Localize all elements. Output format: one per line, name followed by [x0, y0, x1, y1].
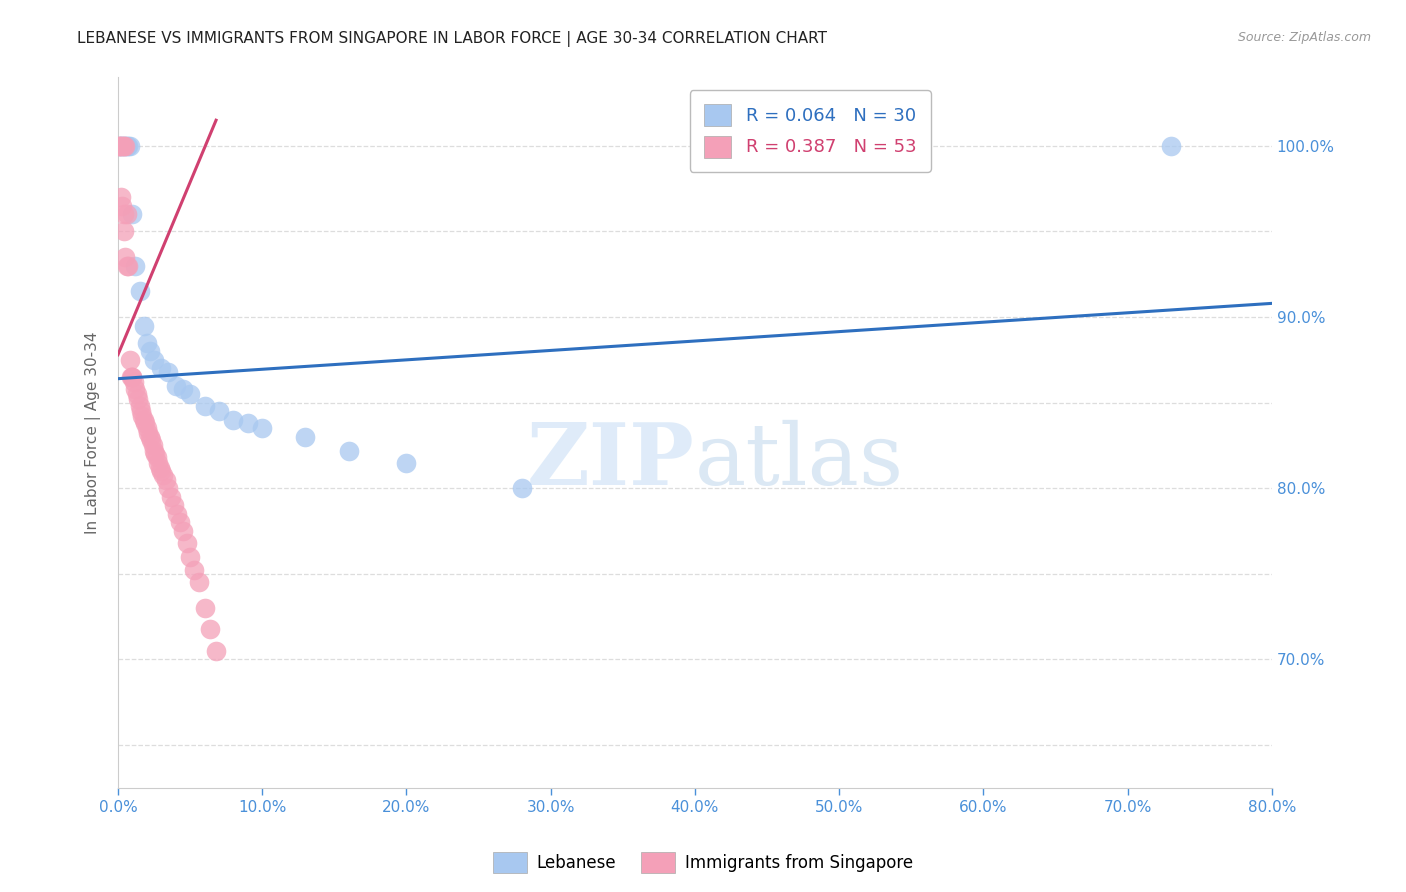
Point [136, 426, 159, 441]
Legend: Lebanese, Immigrants from Singapore: Lebanese, Immigrants from Singapore [486, 846, 920, 880]
Point [117, 259, 139, 273]
Point [132, 318, 155, 333]
Point [149, 460, 172, 475]
Point [112, 225, 135, 239]
Point [236, 416, 259, 430]
Point [166, 507, 188, 521]
Y-axis label: In Labor Force | Age 30-34: In Labor Force | Age 30-34 [86, 331, 101, 533]
Point [114, 139, 136, 153]
Point [138, 430, 160, 444]
Point [294, 430, 316, 444]
Point [150, 464, 173, 478]
Point [121, 207, 143, 221]
Point [121, 370, 143, 384]
Point [128, 285, 150, 299]
Point [108, 139, 131, 153]
Point [150, 361, 173, 376]
Point [337, 443, 360, 458]
Point [395, 456, 418, 470]
Point [146, 450, 169, 465]
Point [148, 456, 170, 470]
Point [108, 139, 131, 153]
Point [114, 250, 136, 264]
Text: atlas: atlas [695, 419, 904, 502]
Text: Source: ZipAtlas.com: Source: ZipAtlas.com [1237, 31, 1371, 45]
Point [155, 473, 177, 487]
Point [157, 481, 180, 495]
Point [165, 378, 187, 392]
Point [124, 259, 146, 273]
Point [124, 382, 146, 396]
Text: ZIP: ZIP [527, 419, 695, 503]
Point [157, 365, 180, 379]
Point [208, 404, 231, 418]
Point [112, 139, 135, 153]
Point [145, 447, 167, 461]
Point [163, 499, 186, 513]
Point [135, 421, 157, 435]
Point [112, 207, 135, 221]
Point [127, 392, 149, 407]
Point [143, 443, 166, 458]
Point [135, 335, 157, 350]
Point [193, 399, 215, 413]
Point [169, 516, 191, 530]
Point [118, 352, 141, 367]
Point [179, 387, 201, 401]
Point [114, 139, 136, 153]
Point [110, 139, 132, 153]
Point [250, 421, 273, 435]
Point [222, 413, 245, 427]
Point [160, 490, 183, 504]
Point [121, 370, 143, 384]
Point [115, 259, 138, 273]
Point [122, 375, 145, 389]
Point [187, 575, 209, 590]
Point [193, 601, 215, 615]
Point [117, 139, 139, 153]
Point [138, 344, 160, 359]
Point [152, 467, 174, 482]
Point [131, 409, 153, 424]
Point [128, 399, 150, 413]
Point [176, 536, 198, 550]
Point [125, 387, 148, 401]
Point [115, 207, 138, 221]
Point [172, 382, 194, 396]
Point [142, 438, 165, 452]
Point [205, 644, 228, 658]
Point [139, 434, 162, 448]
Point [110, 139, 132, 153]
Point [172, 524, 194, 538]
Point [129, 404, 152, 418]
Point [510, 481, 533, 495]
Point [132, 413, 155, 427]
Point [183, 563, 205, 577]
Point [112, 139, 135, 153]
Point [120, 370, 142, 384]
Point [1160, 139, 1182, 153]
Point [143, 352, 166, 367]
Point [111, 139, 134, 153]
Point [179, 549, 201, 564]
Point [108, 139, 131, 153]
Point [111, 199, 134, 213]
Legend: R = 0.064   N = 30, R = 0.387   N = 53: R = 0.064 N = 30, R = 0.387 N = 53 [690, 90, 931, 172]
Point [110, 190, 132, 204]
Text: LEBANESE VS IMMIGRANTS FROM SINGAPORE IN LABOR FORCE | AGE 30-34 CORRELATION CHA: LEBANESE VS IMMIGRANTS FROM SINGAPORE IN… [77, 31, 827, 47]
Point [111, 139, 134, 153]
Point [115, 139, 138, 153]
Point [118, 139, 141, 153]
Point [200, 622, 222, 636]
Point [134, 416, 156, 430]
